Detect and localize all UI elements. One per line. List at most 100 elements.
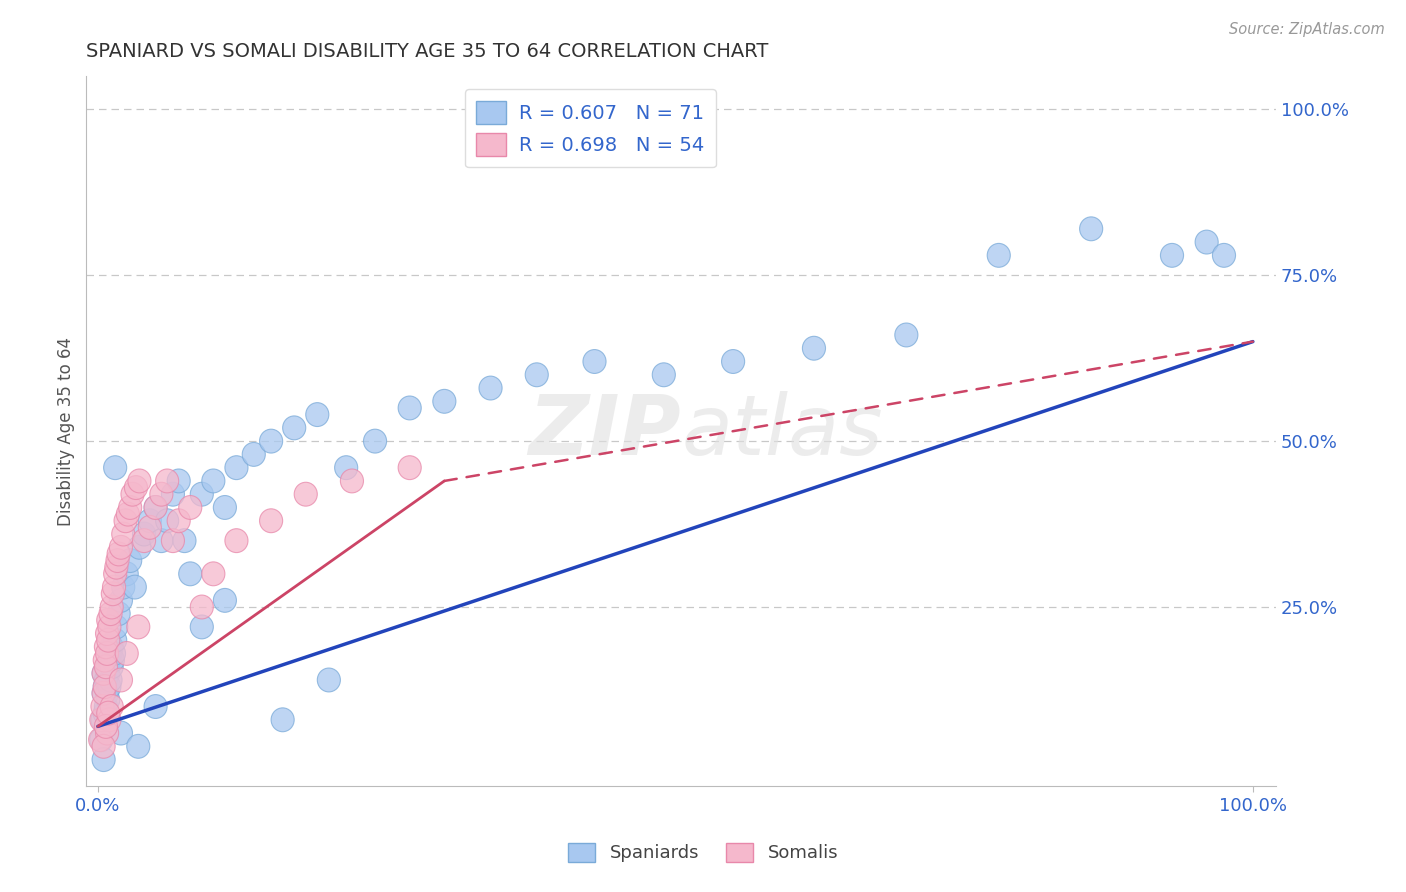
- Ellipse shape: [398, 456, 422, 480]
- Ellipse shape: [138, 508, 162, 533]
- Text: ZIP: ZIP: [529, 391, 681, 472]
- Ellipse shape: [124, 575, 146, 599]
- Ellipse shape: [128, 535, 150, 559]
- Ellipse shape: [894, 323, 918, 347]
- Ellipse shape: [115, 562, 138, 586]
- Ellipse shape: [91, 708, 114, 731]
- Ellipse shape: [479, 376, 502, 400]
- Ellipse shape: [91, 681, 115, 706]
- Ellipse shape: [167, 508, 190, 533]
- Ellipse shape: [271, 708, 294, 731]
- Ellipse shape: [283, 416, 305, 440]
- Ellipse shape: [143, 496, 167, 519]
- Ellipse shape: [114, 508, 138, 533]
- Ellipse shape: [138, 516, 162, 540]
- Ellipse shape: [190, 615, 214, 639]
- Ellipse shape: [98, 668, 122, 692]
- Ellipse shape: [100, 655, 124, 679]
- Ellipse shape: [117, 502, 139, 526]
- Ellipse shape: [143, 496, 167, 519]
- Ellipse shape: [96, 622, 118, 646]
- Ellipse shape: [89, 728, 111, 752]
- Ellipse shape: [91, 681, 115, 706]
- Ellipse shape: [93, 701, 117, 725]
- Ellipse shape: [96, 681, 118, 706]
- Ellipse shape: [721, 350, 745, 374]
- Ellipse shape: [97, 608, 120, 632]
- Ellipse shape: [94, 655, 118, 679]
- Ellipse shape: [318, 668, 340, 692]
- Ellipse shape: [105, 555, 128, 579]
- Ellipse shape: [104, 456, 127, 480]
- Ellipse shape: [97, 701, 120, 725]
- Ellipse shape: [97, 688, 120, 712]
- Ellipse shape: [111, 522, 135, 546]
- Ellipse shape: [143, 695, 167, 718]
- Ellipse shape: [104, 562, 127, 586]
- Ellipse shape: [260, 429, 283, 453]
- Ellipse shape: [305, 402, 329, 426]
- Ellipse shape: [433, 390, 456, 413]
- Ellipse shape: [90, 728, 112, 752]
- Ellipse shape: [214, 589, 236, 612]
- Ellipse shape: [91, 695, 114, 718]
- Ellipse shape: [90, 708, 112, 731]
- Ellipse shape: [91, 734, 115, 758]
- Ellipse shape: [179, 496, 202, 519]
- Ellipse shape: [104, 628, 127, 652]
- Y-axis label: Disability Age 35 to 64: Disability Age 35 to 64: [58, 336, 75, 525]
- Ellipse shape: [190, 595, 214, 619]
- Ellipse shape: [260, 508, 283, 533]
- Ellipse shape: [162, 483, 184, 506]
- Ellipse shape: [173, 529, 195, 552]
- Ellipse shape: [100, 595, 124, 619]
- Ellipse shape: [127, 734, 150, 758]
- Ellipse shape: [132, 522, 156, 546]
- Ellipse shape: [526, 363, 548, 387]
- Ellipse shape: [110, 721, 132, 745]
- Ellipse shape: [242, 442, 266, 467]
- Ellipse shape: [202, 469, 225, 493]
- Ellipse shape: [93, 674, 117, 698]
- Ellipse shape: [93, 674, 117, 698]
- Ellipse shape: [100, 695, 124, 718]
- Ellipse shape: [179, 562, 202, 586]
- Ellipse shape: [335, 456, 357, 480]
- Legend: Spaniards, Somalis: Spaniards, Somalis: [561, 836, 845, 870]
- Ellipse shape: [128, 469, 150, 493]
- Ellipse shape: [124, 475, 148, 500]
- Ellipse shape: [132, 529, 156, 552]
- Ellipse shape: [103, 641, 125, 665]
- Ellipse shape: [101, 648, 124, 672]
- Ellipse shape: [1195, 230, 1218, 254]
- Ellipse shape: [93, 648, 117, 672]
- Ellipse shape: [91, 747, 115, 772]
- Ellipse shape: [98, 602, 122, 625]
- Legend: R = 0.607   N = 71, R = 0.698   N = 54: R = 0.607 N = 71, R = 0.698 N = 54: [465, 89, 716, 168]
- Ellipse shape: [111, 575, 135, 599]
- Ellipse shape: [803, 336, 825, 360]
- Ellipse shape: [150, 483, 173, 506]
- Ellipse shape: [156, 469, 179, 493]
- Ellipse shape: [190, 483, 214, 506]
- Ellipse shape: [107, 542, 131, 566]
- Ellipse shape: [340, 469, 364, 493]
- Ellipse shape: [94, 695, 118, 718]
- Ellipse shape: [97, 628, 120, 652]
- Ellipse shape: [110, 589, 132, 612]
- Ellipse shape: [652, 363, 675, 387]
- Ellipse shape: [98, 708, 121, 731]
- Ellipse shape: [225, 456, 247, 480]
- Ellipse shape: [96, 721, 118, 745]
- Ellipse shape: [100, 635, 124, 659]
- Text: atlas: atlas: [681, 391, 883, 472]
- Ellipse shape: [110, 535, 132, 559]
- Ellipse shape: [118, 496, 142, 519]
- Ellipse shape: [987, 244, 1011, 268]
- Ellipse shape: [91, 661, 115, 685]
- Ellipse shape: [94, 714, 118, 739]
- Ellipse shape: [98, 615, 121, 639]
- Ellipse shape: [225, 529, 247, 552]
- Ellipse shape: [1080, 217, 1102, 241]
- Ellipse shape: [294, 483, 318, 506]
